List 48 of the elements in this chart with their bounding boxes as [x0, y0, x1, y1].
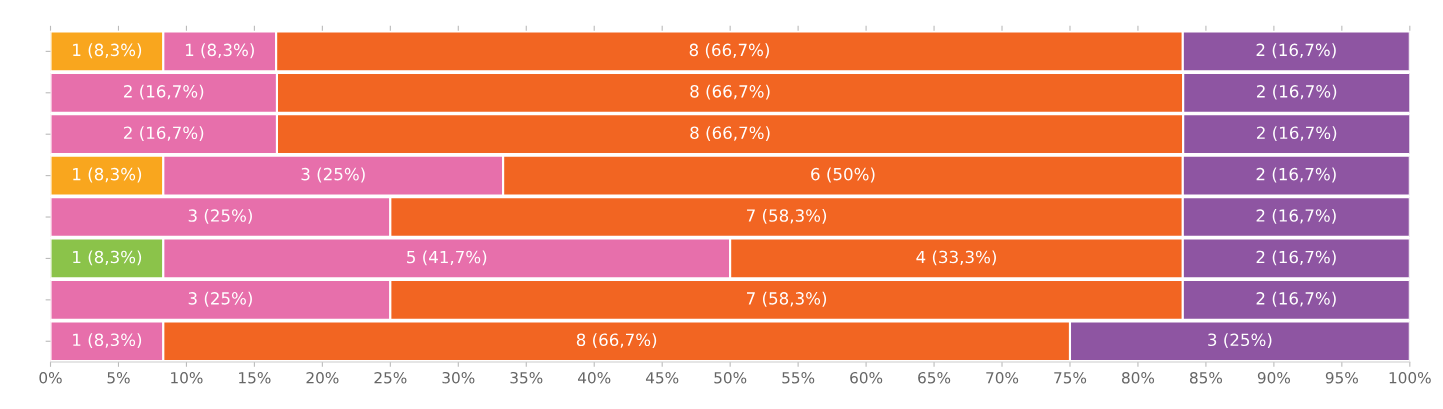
data-label: 8 (66,7%): [689, 43, 769, 59]
data-label: 2 (16,7%): [1256, 43, 1336, 59]
data-label: 1 (8,3%): [73, 333, 142, 349]
x-tick-label: 100%: [1389, 371, 1431, 384]
data-label: 3 (25%): [188, 291, 252, 307]
x-tick-label: 45%: [645, 371, 679, 384]
data-label: 2 (16,7%): [1256, 291, 1336, 307]
x-tick-label: 5%: [107, 371, 130, 384]
x-tick-label: 0%: [39, 371, 62, 384]
data-label: 7 (58,3%): [747, 208, 827, 224]
data-label: 2 (16,7%): [1257, 126, 1337, 141]
x-tick-label: 20%: [306, 371, 339, 384]
x-tick-label: 80%: [1122, 371, 1155, 384]
data-label: 6 (50%): [811, 167, 875, 183]
x-tick-label: 25%: [374, 371, 407, 384]
data-label: 7 (58,3%): [747, 291, 827, 307]
data-label: 1 (8,3%): [73, 43, 142, 59]
x-tick-label: 95%: [1325, 371, 1358, 384]
data-label: 8 (66,7%): [690, 126, 770, 141]
data-label: 2 (16,7%): [1257, 84, 1337, 100]
data-label: 8 (66,7%): [576, 333, 657, 349]
x-tick-label: 55%: [782, 371, 815, 384]
data-label: 3 (25%): [301, 167, 365, 183]
x-tick-label: 35%: [510, 371, 543, 384]
data-label: 2 (16,7%): [1256, 167, 1336, 183]
data-label: 3 (25%): [188, 208, 252, 224]
x-tick-label: 75%: [1054, 371, 1087, 384]
x-tick-label: 65%: [918, 371, 951, 384]
data-label: 8 (66,7%): [690, 84, 770, 100]
data-label: 2 (16,7%): [1256, 208, 1336, 224]
data-label: 2 (16,7%): [1256, 250, 1336, 266]
x-tick-label: 70%: [986, 371, 1019, 384]
data-label: 2 (16,7%): [124, 126, 204, 141]
x-tick-label: 40%: [578, 371, 611, 384]
x-tick-label: 90%: [1257, 371, 1291, 384]
data-label: 4 (33,3%): [916, 250, 996, 266]
data-label: 1 (8,3%): [73, 250, 142, 266]
x-tick-label: 50%: [714, 371, 747, 384]
data-label: 1 (8,3%): [185, 43, 254, 59]
data-label: 1 (8,3%): [73, 167, 142, 183]
x-tick-label: 60%: [850, 371, 883, 384]
data-label: 5 (41,7%): [407, 250, 487, 266]
x-tick-label: 15%: [239, 371, 271, 384]
x-tick-label: 30%: [442, 371, 475, 384]
x-tick-label: 10%: [171, 371, 203, 384]
data-label: 2 (16,7%): [124, 84, 204, 100]
data-label: 3 (25%): [1208, 333, 1272, 349]
x-tick-label: 85%: [1189, 371, 1223, 384]
